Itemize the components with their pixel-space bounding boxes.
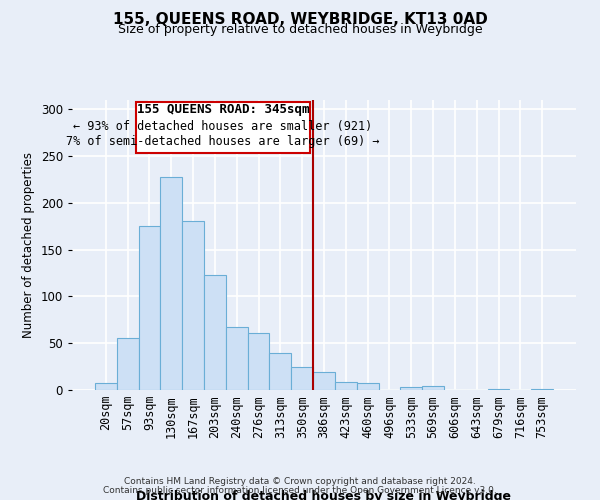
- Y-axis label: Number of detached properties: Number of detached properties: [22, 152, 35, 338]
- X-axis label: Distribution of detached houses by size in Weybridge: Distribution of detached houses by size …: [137, 490, 511, 500]
- Bar: [531, 389, 553, 390]
- Text: Size of property relative to detached houses in Weybridge: Size of property relative to detached ho…: [118, 22, 482, 36]
- Bar: [139, 226, 160, 390]
- Text: ← 93% of detached houses are smaller (921): ← 93% of detached houses are smaller (92…: [73, 120, 373, 132]
- Bar: [160, 176, 182, 390]
- Bar: [269, 352, 291, 390]
- Bar: [117, 338, 139, 390]
- Text: 155 QUEENS ROAD: 345sqm: 155 QUEENS ROAD: 345sqm: [137, 104, 310, 117]
- Bar: [95, 384, 117, 390]
- Bar: [313, 372, 335, 390]
- Bar: [335, 382, 357, 390]
- Text: Contains public sector information licensed under the Open Government Licence v3: Contains public sector information licen…: [103, 486, 497, 495]
- Text: 155, QUEENS ROAD, WEYBRIDGE, KT13 0AD: 155, QUEENS ROAD, WEYBRIDGE, KT13 0AD: [113, 12, 487, 28]
- Bar: [400, 387, 422, 390]
- Text: Contains HM Land Registry data © Crown copyright and database right 2024.: Contains HM Land Registry data © Crown c…: [124, 477, 476, 486]
- Bar: [226, 328, 248, 390]
- Bar: [488, 389, 509, 390]
- Bar: [357, 382, 379, 390]
- Bar: [248, 333, 269, 390]
- Bar: [182, 220, 204, 390]
- Bar: [422, 386, 444, 390]
- Bar: [204, 275, 226, 390]
- Bar: [291, 366, 313, 390]
- Text: 7% of semi-detached houses are larger (69) →: 7% of semi-detached houses are larger (6…: [67, 134, 380, 147]
- FancyBboxPatch shape: [136, 102, 310, 154]
